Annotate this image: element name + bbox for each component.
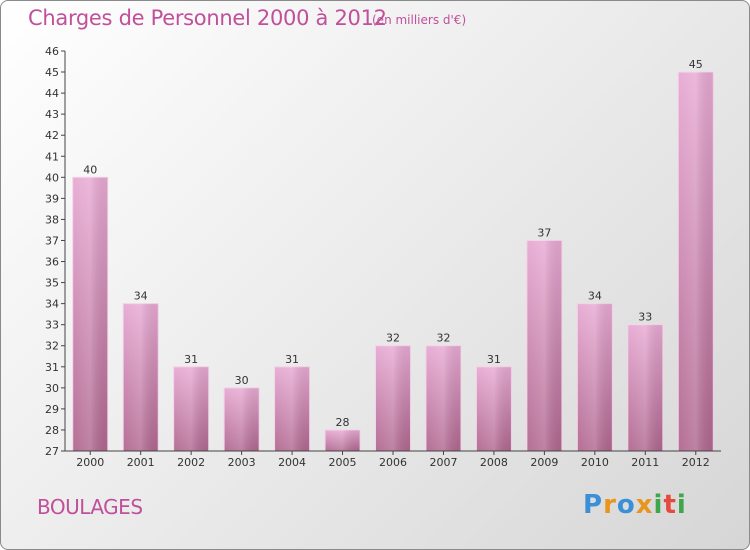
data-label: 37 [537, 226, 551, 239]
y-tick-label: 31 [45, 361, 59, 374]
y-tick-label: 32 [45, 340, 59, 353]
y-tick-label: 46 [45, 45, 59, 58]
x-tick-label: 2010 [581, 456, 609, 469]
y-tick-label: 39 [45, 192, 59, 205]
bar-shine [274, 366, 310, 451]
x-tick-label: 2004 [278, 456, 306, 469]
y-tick-label: 37 [45, 234, 59, 247]
data-label: 28 [336, 416, 350, 429]
x-tick-label: 2008 [480, 456, 508, 469]
x-tick-label: 2005 [329, 456, 357, 469]
bar-shine [173, 366, 209, 451]
data-label: 33 [638, 311, 652, 324]
data-label: 32 [436, 332, 450, 345]
bar-shine [72, 177, 108, 451]
y-tick-label: 27 [45, 445, 59, 458]
y-tick-label: 38 [45, 213, 59, 226]
proxiti-logo[interactable]: Proxiti [583, 490, 687, 520]
bar-shine [224, 387, 260, 451]
x-tick-label: 2006 [379, 456, 407, 469]
logo-letter: i [676, 490, 687, 520]
y-tick-label: 34 [45, 298, 59, 311]
y-tick-label: 28 [45, 424, 59, 437]
y-tick-label: 43 [45, 108, 59, 121]
logo-letter: t [663, 490, 677, 520]
bar-shine [577, 303, 613, 451]
data-label: 31 [487, 353, 501, 366]
x-tick-label: 2002 [177, 456, 205, 469]
bar-shine [476, 366, 512, 451]
y-tick-label: 33 [45, 319, 59, 332]
bar-shine [678, 72, 714, 451]
y-tick-label: 36 [45, 256, 59, 269]
bar-shine [526, 240, 562, 451]
y-tick-label: 41 [45, 150, 59, 163]
bar-shine [425, 345, 461, 451]
x-tick-label: 2003 [228, 456, 256, 469]
y-tick-label: 35 [45, 277, 59, 290]
x-tick-label: 2011 [631, 456, 659, 469]
data-label: 40 [83, 163, 97, 176]
x-tick-label: 2000 [76, 456, 104, 469]
x-tick-label: 2007 [429, 456, 457, 469]
y-tick-label: 44 [45, 87, 59, 100]
data-label: 34 [134, 290, 148, 303]
y-tick-label: 29 [45, 403, 59, 416]
data-label: 31 [285, 353, 299, 366]
y-tick-label: 30 [45, 382, 59, 395]
bar-shine [123, 303, 159, 451]
data-label: 30 [235, 374, 249, 387]
logo-letter: x [635, 490, 654, 520]
y-tick-label: 42 [45, 129, 59, 142]
logo-letter: P [583, 490, 604, 520]
bar-shine [325, 429, 361, 451]
x-tick-label: 2012 [682, 456, 710, 469]
y-tick-label: 40 [45, 171, 59, 184]
chart-title: Charges de Personnel 2000 à 2012 [28, 6, 387, 30]
data-label: 32 [386, 332, 400, 345]
bar-shine [375, 345, 411, 451]
x-tick-label: 2001 [127, 456, 155, 469]
x-tick-label: 2009 [530, 456, 558, 469]
data-label: 45 [689, 58, 703, 71]
logo-letter: o [616, 490, 636, 520]
commune-name: BOULAGES [37, 495, 143, 519]
data-label: 31 [184, 353, 198, 366]
bar-shine [627, 324, 663, 451]
logo-letter: i [653, 490, 664, 520]
chart-subtitle: (en milliers d'€) [372, 13, 467, 27]
y-tick-label: 45 [45, 66, 59, 79]
logo-letter: r [603, 490, 617, 520]
data-label: 34 [588, 290, 602, 303]
